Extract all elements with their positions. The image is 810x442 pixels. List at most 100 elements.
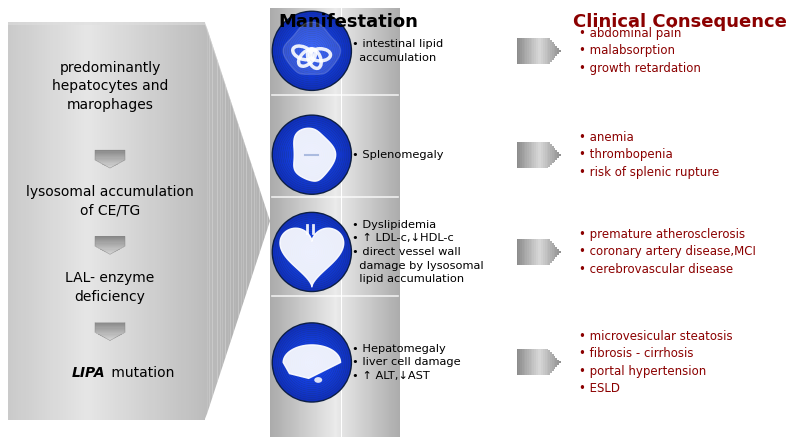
Polygon shape <box>559 251 561 253</box>
Polygon shape <box>142 22 144 420</box>
Polygon shape <box>74 22 76 420</box>
Bar <box>326 8 327 437</box>
Polygon shape <box>545 350 547 375</box>
Polygon shape <box>95 241 125 242</box>
Polygon shape <box>207 28 210 414</box>
Polygon shape <box>262 197 265 245</box>
Polygon shape <box>550 352 552 373</box>
Bar <box>390 8 391 437</box>
Polygon shape <box>95 245 125 246</box>
Polygon shape <box>541 142 543 168</box>
Polygon shape <box>231 101 233 341</box>
Polygon shape <box>543 142 545 168</box>
Polygon shape <box>547 38 548 64</box>
Polygon shape <box>84 22 87 420</box>
Text: lysosomal accumulation
of CE/TG: lysosomal accumulation of CE/TG <box>26 185 194 217</box>
Polygon shape <box>109 253 111 254</box>
Polygon shape <box>543 38 545 64</box>
Polygon shape <box>553 148 556 161</box>
Polygon shape <box>134 22 136 420</box>
Polygon shape <box>136 22 139 420</box>
Polygon shape <box>532 38 535 64</box>
Bar <box>330 8 332 437</box>
Bar <box>272 8 273 437</box>
Polygon shape <box>95 326 125 327</box>
Polygon shape <box>96 160 125 161</box>
Polygon shape <box>527 239 529 265</box>
Polygon shape <box>545 38 547 64</box>
Bar <box>336 8 337 437</box>
Polygon shape <box>518 350 520 375</box>
Polygon shape <box>40 22 42 420</box>
Polygon shape <box>95 237 125 239</box>
Polygon shape <box>191 22 194 420</box>
Polygon shape <box>254 173 257 269</box>
Polygon shape <box>115 22 118 420</box>
Polygon shape <box>522 350 524 375</box>
Polygon shape <box>212 45 215 397</box>
Bar <box>317 8 318 437</box>
Polygon shape <box>81 22 84 420</box>
Bar <box>301 8 302 437</box>
Polygon shape <box>241 133 244 309</box>
Polygon shape <box>518 142 520 168</box>
Bar <box>372 8 373 437</box>
Bar <box>309 8 310 437</box>
Bar <box>319 8 320 437</box>
Polygon shape <box>557 152 559 158</box>
Bar <box>363 8 364 437</box>
Polygon shape <box>58 22 61 420</box>
Polygon shape <box>529 350 531 375</box>
Polygon shape <box>107 338 113 339</box>
Polygon shape <box>95 331 125 332</box>
Polygon shape <box>107 166 113 167</box>
Polygon shape <box>545 142 547 168</box>
Bar <box>270 8 271 437</box>
Text: LAL- enzyme
deficiency: LAL- enzyme deficiency <box>66 271 155 304</box>
Bar <box>275 8 276 437</box>
Polygon shape <box>8 22 11 420</box>
Polygon shape <box>104 164 116 166</box>
Bar <box>281 8 282 437</box>
Polygon shape <box>257 181 259 261</box>
Bar <box>279 8 281 437</box>
Polygon shape <box>532 350 535 375</box>
Bar <box>332 8 333 437</box>
Bar <box>292 8 294 437</box>
Polygon shape <box>539 239 541 265</box>
Bar <box>386 8 387 437</box>
Bar <box>278 8 279 437</box>
Polygon shape <box>100 22 102 420</box>
Bar <box>364 8 365 437</box>
Bar <box>347 8 348 437</box>
Bar <box>329 8 330 437</box>
Polygon shape <box>95 328 125 330</box>
Bar <box>366 8 368 437</box>
Polygon shape <box>557 249 559 255</box>
Polygon shape <box>559 362 561 363</box>
Bar <box>374 8 375 437</box>
Bar <box>382 8 384 437</box>
Polygon shape <box>202 22 204 420</box>
Polygon shape <box>541 38 543 64</box>
Bar <box>362 8 363 437</box>
Bar <box>307 8 308 437</box>
Polygon shape <box>102 22 105 420</box>
Polygon shape <box>32 22 34 420</box>
Polygon shape <box>220 69 223 373</box>
Bar <box>397 8 398 437</box>
Polygon shape <box>107 252 113 253</box>
Bar <box>373 8 374 437</box>
Bar <box>355 8 356 437</box>
Polygon shape <box>95 327 125 328</box>
Polygon shape <box>68 22 71 420</box>
Ellipse shape <box>314 377 322 383</box>
Polygon shape <box>76 22 79 420</box>
Polygon shape <box>518 239 520 265</box>
Bar <box>282 8 283 437</box>
Text: • intestinal lipid
  accumulation: • intestinal lipid accumulation <box>352 39 444 63</box>
Polygon shape <box>79 22 81 420</box>
Bar <box>353 8 355 437</box>
Polygon shape <box>548 239 550 265</box>
Polygon shape <box>144 22 147 420</box>
